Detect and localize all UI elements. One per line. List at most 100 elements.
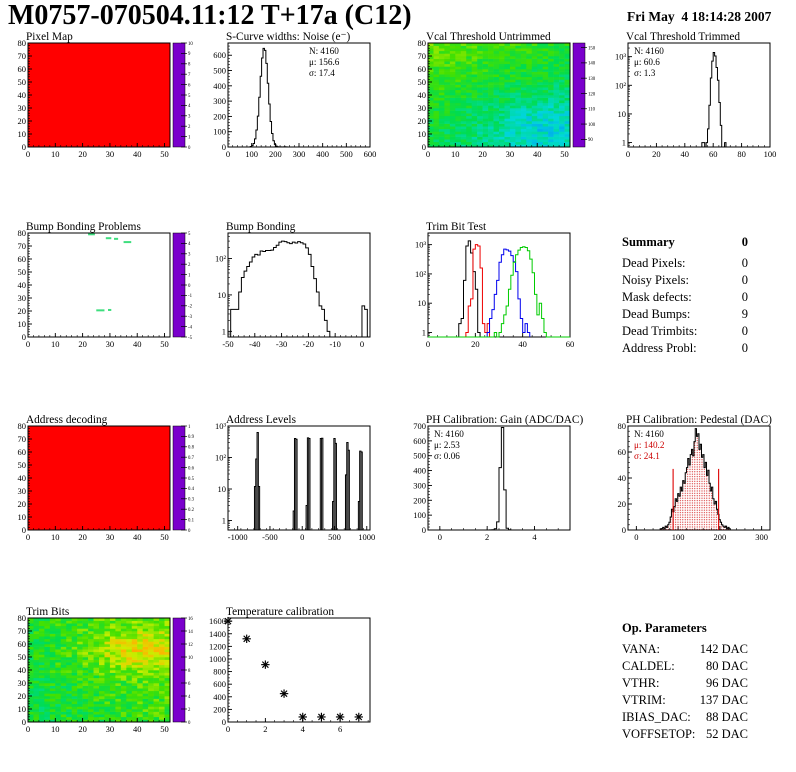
svg-text:80: 80 xyxy=(618,421,627,431)
page-title: M0757-070504.11:12 T+17a (C12) xyxy=(8,0,412,31)
row-label: VANA: xyxy=(622,642,660,656)
svg-text:60: 60 xyxy=(18,254,27,264)
svg-text:0: 0 xyxy=(422,525,426,535)
svg-text:S-Curve widths: Noise (e⁻): S-Curve widths: Noise (e⁻) xyxy=(226,31,350,43)
svg-text:0: 0 xyxy=(300,532,304,542)
svg-text:20: 20 xyxy=(471,339,480,349)
svg-text:-10: -10 xyxy=(329,339,340,349)
svg-text:10: 10 xyxy=(451,149,460,159)
svg-text:40: 40 xyxy=(133,532,142,542)
summary-panel: Summary 0 Dead Pixels: 0 Noisy Pixels: 0 Mas… xyxy=(622,234,748,357)
svg-text:40: 40 xyxy=(518,339,527,349)
svg-text:10³: 10³ xyxy=(615,52,627,62)
svg-text:-2: -2 xyxy=(188,305,193,310)
svg-text:30: 30 xyxy=(18,293,27,303)
svg-text:500: 500 xyxy=(340,149,353,159)
svg-text:Vcal Threshold Trimmed: Vcal Threshold Trimmed xyxy=(626,31,740,43)
svg-text:0: 0 xyxy=(222,717,226,727)
chart-address-levels: -1000 -500 0 500 1000 1 10 10² 10³ Address Levels xyxy=(200,413,400,553)
parameter-row: Dead Trimbits: 0 xyxy=(622,323,748,340)
svg-text:0.4: 0.4 xyxy=(188,487,195,492)
svg-text:1: 1 xyxy=(222,516,226,526)
svg-text:100: 100 xyxy=(413,510,426,520)
svg-text:600: 600 xyxy=(213,50,226,60)
svg-text:80: 80 xyxy=(418,38,427,48)
svg-text:40: 40 xyxy=(18,473,27,483)
svg-text:400: 400 xyxy=(316,149,329,159)
svg-text:10: 10 xyxy=(418,129,427,139)
row-label: Noisy Pixels: xyxy=(622,273,690,287)
svg-text:20: 20 xyxy=(78,149,87,159)
svg-text:0: 0 xyxy=(634,532,638,542)
svg-text:40: 40 xyxy=(418,90,427,100)
op-parameters-title: Op. Parameters xyxy=(622,621,707,635)
svg-text:8: 8 xyxy=(188,63,191,68)
svg-text:20: 20 xyxy=(418,116,427,126)
svg-text:80: 80 xyxy=(18,421,27,431)
svg-text:70: 70 xyxy=(18,434,27,444)
svg-text:500: 500 xyxy=(413,451,426,461)
svg-text:100: 100 xyxy=(672,532,685,542)
svg-text:0: 0 xyxy=(22,142,26,152)
svg-text:2: 2 xyxy=(188,125,191,130)
svg-text:2: 2 xyxy=(188,708,191,713)
svg-text:Trim Bit Test: Trim Bit Test xyxy=(426,221,487,233)
row-label: VTRIM: xyxy=(622,693,666,707)
svg-text:0.6: 0.6 xyxy=(188,466,195,471)
svg-text:20: 20 xyxy=(478,149,487,159)
parameter-row: Mask defects: 0 xyxy=(622,289,748,306)
chart-ph-calibration-pedestal: 0 100 200 300 0 20 40 60 80 N: 4160 μ: 140.2 σ: 24.… xyxy=(600,413,796,553)
svg-text:Temperature calibration: Temperature calibration xyxy=(226,606,334,618)
op-parameters-rows: VANA: 142 DAC CALDEL: 80 DAC VTHR: 96 DAC VTRI… xyxy=(622,641,748,743)
svg-text:0: 0 xyxy=(188,284,191,289)
svg-text:30: 30 xyxy=(106,339,115,349)
svg-text:20: 20 xyxy=(78,724,87,734)
svg-text:600: 600 xyxy=(413,436,426,446)
svg-text:0.2: 0.2 xyxy=(188,508,195,513)
parameter-row: Dead Pixels: 0 xyxy=(622,255,748,272)
svg-text:-1000: -1000 xyxy=(228,532,248,542)
svg-text:500: 500 xyxy=(328,532,341,542)
svg-text:300: 300 xyxy=(755,532,768,542)
svg-text:200: 200 xyxy=(269,149,282,159)
svg-text:2: 2 xyxy=(485,532,489,542)
svg-text:N: 4160: N: 4160 xyxy=(309,46,339,56)
svg-text:10²: 10² xyxy=(215,453,227,463)
chart-trim-bit-test: 0 20 40 60 1 10 10² 10³ Trim Bit Test xyxy=(400,220,600,360)
svg-text:0.3: 0.3 xyxy=(188,498,195,503)
svg-text:μ: 2.53: μ: 2.53 xyxy=(434,440,460,450)
svg-text:70: 70 xyxy=(418,51,427,61)
svg-text:PH Calibration: Gain (ADC/DAC): PH Calibration: Gain (ADC/DAC) xyxy=(426,414,583,426)
svg-text:300: 300 xyxy=(213,96,226,106)
svg-text:Vcal Threshold Untrimmed: Vcal Threshold Untrimmed xyxy=(426,31,551,43)
svg-text:150: 150 xyxy=(588,46,596,51)
row-label: Mask defects: xyxy=(622,290,692,304)
svg-text:10³: 10³ xyxy=(215,421,227,431)
svg-text:40: 40 xyxy=(133,339,142,349)
svg-text:0.7: 0.7 xyxy=(188,456,195,461)
svg-text:0: 0 xyxy=(22,332,26,342)
svg-text:9: 9 xyxy=(188,52,191,57)
row-label: Dead Trimbits: xyxy=(622,324,698,338)
svg-text:8: 8 xyxy=(188,669,191,674)
svg-text:0: 0 xyxy=(26,339,30,349)
svg-text:60: 60 xyxy=(18,64,27,74)
svg-text:-30: -30 xyxy=(276,339,287,349)
svg-text:10: 10 xyxy=(18,512,27,522)
svg-text:1: 1 xyxy=(188,273,191,278)
row-label: CALDEL: xyxy=(622,659,675,673)
svg-text:300: 300 xyxy=(293,149,306,159)
row-value: 96 DAC xyxy=(705,676,748,690)
parameter-row: Noisy Pixels: 0 xyxy=(622,272,748,289)
row-value: 0 xyxy=(741,324,748,338)
svg-text:PH Calibration: Pedestal (DAC): PH Calibration: Pedestal (DAC) xyxy=(626,414,772,426)
scurve-noise-plot: 0 100 200 300 400 500 600 0 100 200 300 400 500 600 N:… xyxy=(213,31,376,159)
svg-text:600: 600 xyxy=(213,679,226,689)
parameter-row: VOFFSETOP: 52 DAC xyxy=(622,726,748,743)
chart-vcal-threshold-untrimmed: 0 10 20 30 40 50 0 10 20 30 40 50 60 70 80 150 140 130 120… xyxy=(400,30,600,170)
svg-text:0: 0 xyxy=(26,149,30,159)
